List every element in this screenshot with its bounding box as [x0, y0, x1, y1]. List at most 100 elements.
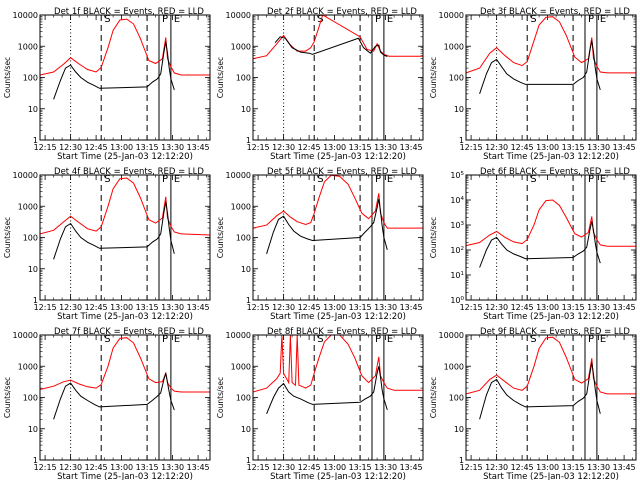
detector-panel: 1 10 100 1000 10000 12:15 12:30 12:45 13:00 13:15… [3, 7, 211, 162]
y-tick-label: 10 [454, 425, 464, 434]
x-tick-label: 13:15 [349, 463, 372, 472]
lld-series-line [466, 16, 636, 74]
plot-frame [465, 334, 637, 461]
panel-title: Det 7f BLACK = Events, RED = LLD [54, 327, 204, 337]
x-tick-label: 13:45 [400, 143, 423, 152]
y-tick-label: 10000 [439, 331, 464, 340]
plot-frame [39, 174, 211, 301]
marker-label: P [162, 14, 168, 25]
x-axis-label: Start Time (25-Jan-03 12:12:20) [270, 312, 406, 322]
x-axis-label: Start Time (25-Jan-03 12:12:20) [57, 152, 193, 162]
events-series-line [53, 201, 175, 260]
x-axis-label: Start Time (25-Jan-03 12:12:20) [270, 472, 406, 480]
x-tick-label: 13:45 [613, 303, 636, 312]
x-tick-label: 12:15 [247, 303, 270, 312]
plot-frame [465, 174, 637, 301]
y-tick-label: 1000 [231, 362, 251, 371]
x-tick-label: 13:15 [562, 303, 585, 312]
y-tick-label: 1 [246, 296, 251, 305]
x-tick-label: 13:00 [536, 463, 559, 472]
marker-label: S [530, 14, 536, 25]
x-tick-label: 13:30 [374, 463, 397, 472]
marker-label: E [387, 14, 393, 25]
x-tick-label: 13:15 [562, 463, 585, 472]
x-tick-label: 12:15 [247, 463, 270, 472]
y-tick-label: 1000 [18, 42, 38, 51]
x-axis-label: Start Time (25-Jan-03 12:12:20) [57, 472, 193, 480]
y-axis-label: Counts/sec [3, 57, 12, 98]
x-tick-label: 12:15 [460, 143, 483, 152]
x-tick-label: 13:00 [110, 463, 133, 472]
plot-frame [252, 174, 424, 301]
y-tick-label: 10000 [13, 11, 38, 20]
y-tick-label: 10 [241, 265, 251, 274]
x-tick-label: 12:45 [298, 303, 321, 312]
panel-title: Det 5f BLACK = Events, RED = LLD [267, 167, 417, 177]
detector-panel: 1 10 100 1000 10000 12:15 12:30 12:45 13:00 13:15… [216, 167, 424, 322]
x-tick-label: 13:15 [349, 143, 372, 152]
events-series-line [479, 40, 601, 94]
y-axis-label: Counts/sec [429, 217, 438, 258]
panel-title: Det 4f BLACK = Events, RED = LLD [54, 167, 204, 177]
y-tick-label: 10 [454, 105, 464, 114]
y-tick-label: 100 [449, 74, 464, 83]
y-tick-label: 1000 [231, 42, 251, 51]
marker-label: E [174, 14, 180, 25]
y-tick-label: 100 [236, 394, 251, 403]
x-tick-label: 12:30 [485, 463, 508, 472]
x-tick-label: 13:30 [587, 303, 610, 312]
lld-series-line [40, 337, 210, 393]
y-tick-label: 10000 [13, 171, 38, 180]
detector-panel: 1 10 100 1000 10000 12:15 12:30 12:45 13:00 13:15… [429, 7, 637, 162]
x-tick-label: 13:00 [323, 303, 346, 312]
x-tick-label: 12:45 [298, 143, 321, 152]
x-tick-label: 13:00 [110, 303, 133, 312]
detector-panel: 1 10 100 1000 10000 12:15 12:30 12:45 13:00 13:15… [216, 7, 424, 162]
y-tick-label: 100 [23, 394, 38, 403]
marker-label: S [317, 14, 323, 25]
x-tick-label: 13:15 [136, 463, 159, 472]
x-tick-label: 12:45 [511, 303, 534, 312]
x-tick-label: 13:45 [613, 463, 636, 472]
marker-label: S [317, 174, 323, 185]
x-tick-label: 12:30 [59, 463, 82, 472]
lld-series-line [40, 18, 210, 76]
marker-label: P [588, 334, 594, 345]
marker-label: S [104, 334, 110, 345]
x-tick-label: 13:30 [161, 303, 184, 312]
detector-panel: 1 10 100 1000 10000 12:15 12:30 12:45 13:00 13:15… [216, 327, 424, 480]
marker-label: P [588, 174, 594, 185]
marker-label: E [600, 174, 606, 185]
y-tick-label: 1000 [444, 42, 464, 51]
x-axis-label: Start Time (25-Jan-03 12:12:20) [270, 152, 406, 162]
x-tick-label: 13:30 [161, 463, 184, 472]
events-series-line [53, 373, 175, 420]
x-tick-label: 12:30 [485, 303, 508, 312]
marker-label: E [600, 334, 606, 345]
events-series-line [53, 41, 175, 100]
panel-title: Det 8f BLACK = Events, RED = LLD [267, 327, 417, 337]
x-tick-label: 13:15 [562, 143, 585, 152]
marker-label: S [104, 174, 110, 185]
x-tick-label: 12:45 [85, 143, 108, 152]
marker-label: S [530, 334, 536, 345]
events-series-line [274, 36, 388, 57]
x-tick-label: 12:45 [298, 463, 321, 472]
x-tick-label: 12:45 [85, 303, 108, 312]
x-tick-label: 12:45 [85, 463, 108, 472]
x-tick-label: 13:00 [536, 143, 559, 152]
lld-series-line [253, 335, 423, 393]
y-axis-label: Counts/sec [216, 377, 225, 418]
x-axis-label: Start Time (25-Jan-03 12:12:20) [483, 472, 619, 480]
marker-label: P [375, 14, 381, 25]
x-tick-label: 12:15 [247, 143, 270, 152]
y-tick-label: 100 [23, 74, 38, 83]
y-tick-label: 102 [450, 246, 464, 255]
x-tick-label: 13:30 [374, 303, 397, 312]
x-tick-label: 13:15 [349, 303, 372, 312]
panel-title: Det 2f BLACK = Events, RED = LLD [267, 7, 417, 17]
x-tick-label: 13:30 [587, 143, 610, 152]
y-axis-label: Counts/sec [3, 217, 12, 258]
